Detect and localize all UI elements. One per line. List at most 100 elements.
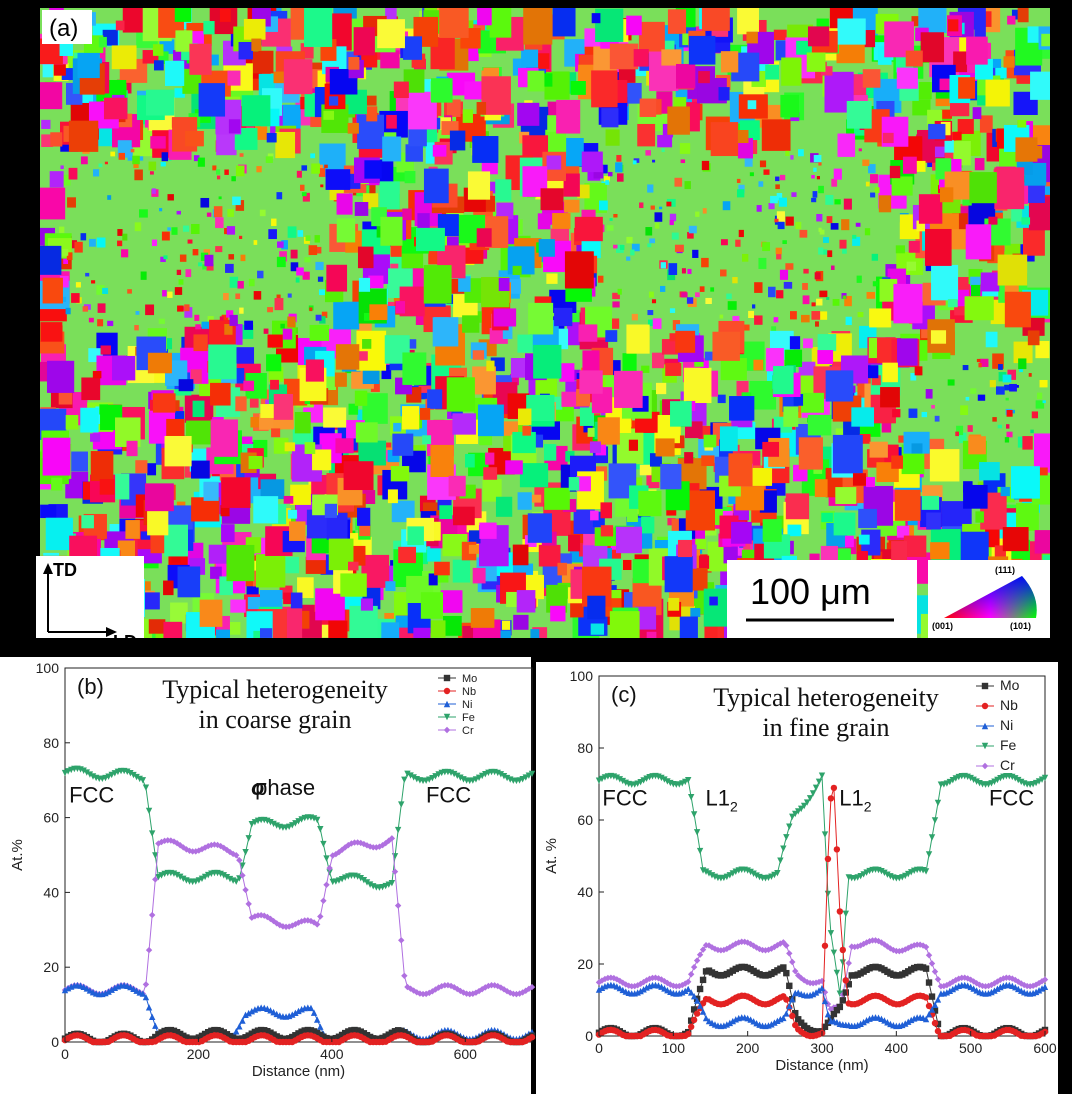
data-point-fe (223, 873, 231, 881)
grain (742, 253, 749, 262)
legend-marker-nb (443, 687, 451, 695)
grain (823, 237, 829, 243)
data-point-fe (142, 784, 150, 791)
grain (377, 19, 405, 49)
grain (820, 249, 828, 255)
grain (668, 597, 680, 611)
data-point-cr (967, 976, 974, 983)
data-point-fe (830, 949, 838, 956)
grain (92, 370, 102, 379)
y-axis-label: At. % (543, 838, 560, 874)
data-point-fe (497, 771, 505, 778)
grain (505, 460, 523, 475)
grain (701, 455, 715, 467)
grain (159, 208, 163, 212)
data-point-ni (152, 1022, 159, 1029)
data-point-cr (301, 917, 308, 924)
x-axis-label: Distance (nm) (252, 1063, 345, 1080)
grain (1006, 431, 1013, 438)
grain (589, 441, 601, 453)
grain (498, 277, 510, 292)
y-axis-label: At.% (9, 839, 26, 871)
data-point-fe (842, 910, 849, 918)
data-point-fe (685, 776, 692, 784)
grain (93, 169, 100, 177)
grain (318, 168, 326, 177)
grain (147, 508, 169, 536)
grain (746, 31, 758, 44)
grain (639, 202, 644, 209)
grain (669, 333, 680, 342)
grain (193, 155, 200, 162)
grain (975, 511, 984, 523)
grain (735, 239, 741, 247)
grain (776, 290, 784, 299)
data-point-cr (857, 942, 864, 949)
data-point-nb (836, 908, 844, 915)
grain (179, 254, 187, 262)
grain (301, 192, 307, 197)
grain (879, 278, 898, 302)
grain (439, 8, 469, 38)
grain (448, 475, 466, 497)
grain (645, 150, 651, 156)
x-tick-label: 600 (454, 1046, 478, 1062)
grain (905, 50, 923, 67)
grain (439, 505, 453, 520)
grain (462, 315, 480, 333)
grain (279, 251, 287, 262)
data-point-mo (795, 1016, 802, 1023)
grain (362, 339, 372, 349)
data-point-cr (720, 946, 728, 954)
grain (616, 173, 624, 182)
data-point-ni (771, 1019, 778, 1026)
grain (600, 502, 613, 519)
grain (219, 316, 224, 321)
grain (775, 176, 780, 182)
grain (976, 358, 981, 363)
grain (699, 286, 705, 292)
data-point-fe (800, 802, 808, 810)
grain (649, 238, 656, 244)
grain (997, 254, 1028, 286)
annotation: FCC (989, 786, 1034, 811)
data-point-ni (1041, 983, 1049, 990)
grain (282, 328, 293, 340)
grain (167, 194, 174, 201)
data-point-fe (783, 834, 790, 841)
grain (309, 324, 330, 341)
grain (170, 602, 188, 624)
grain (758, 181, 764, 187)
grain (841, 219, 850, 231)
data-point-cr (525, 985, 533, 993)
grain (679, 616, 698, 638)
data-point-ni (696, 1002, 704, 1009)
grain (570, 81, 586, 95)
grain (683, 367, 712, 404)
grain (798, 437, 823, 470)
data-point-fe (363, 879, 371, 886)
grain (857, 312, 864, 318)
grain (381, 622, 400, 638)
grain (727, 301, 737, 310)
grain (606, 225, 614, 231)
grain (631, 243, 640, 252)
data-point-fe (839, 959, 847, 966)
grain (617, 288, 622, 295)
grain (773, 317, 779, 323)
data-point-cr (167, 837, 175, 844)
grain (420, 592, 444, 619)
grain (832, 299, 840, 306)
grain (816, 298, 823, 306)
grain (762, 242, 771, 252)
grain (446, 236, 459, 249)
grain (737, 129, 749, 144)
data-point-fe (664, 778, 671, 785)
data-point-cr (726, 944, 734, 951)
grain (194, 314, 200, 321)
data-point-nb (789, 1012, 796, 1020)
grain (1017, 8, 1029, 23)
grain (736, 178, 741, 183)
data-point-fe (690, 811, 698, 818)
data-point-fe (326, 869, 333, 876)
